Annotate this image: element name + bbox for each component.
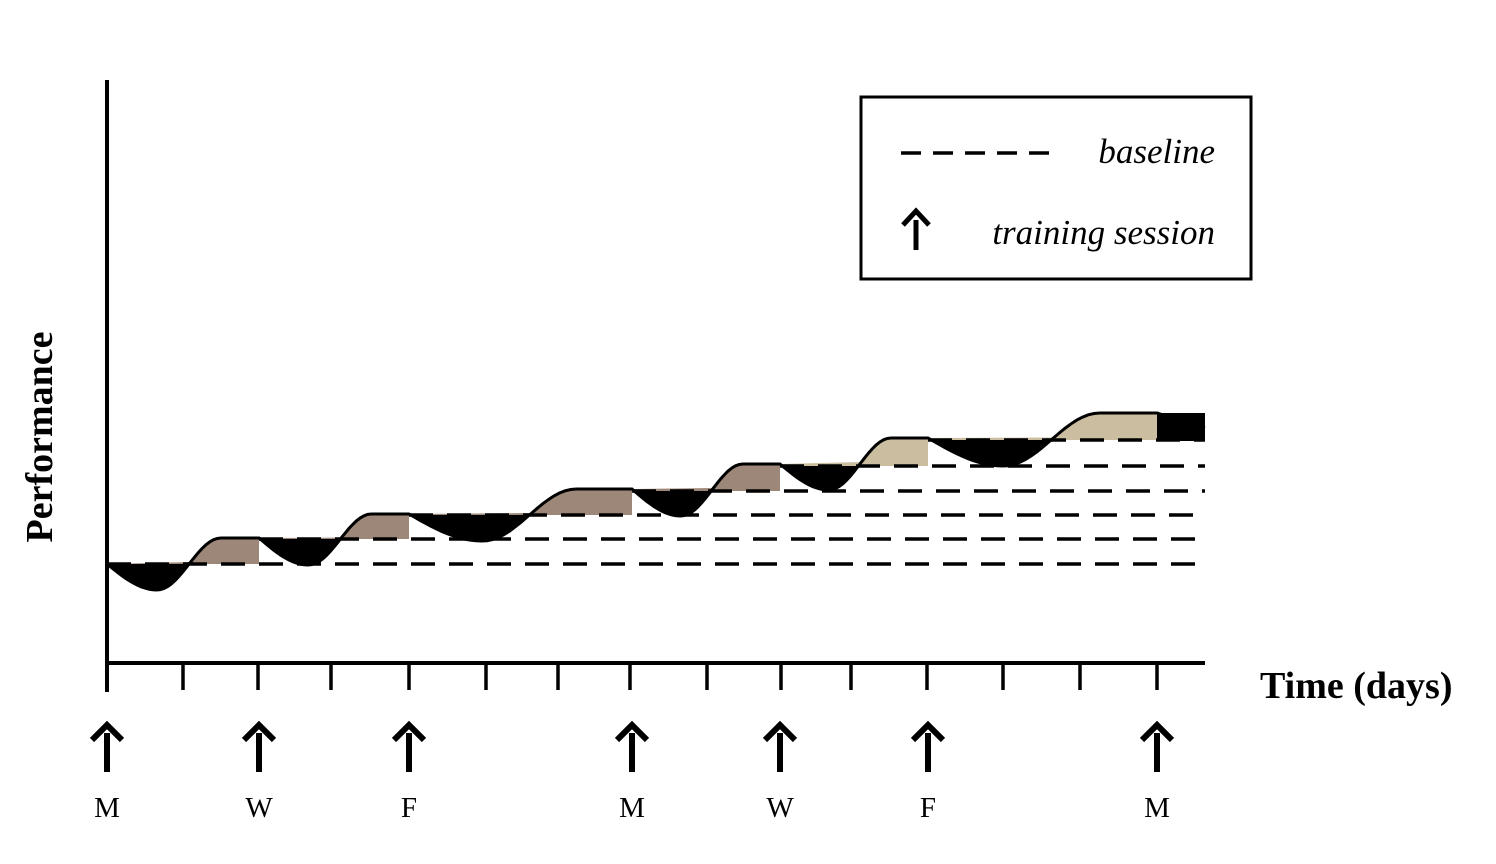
day-label: M: [94, 792, 120, 824]
legend: baseline training session: [859, 95, 1253, 281]
fatigue-area: [783, 466, 858, 490]
training-session-arrow-up-icon: [89, 720, 125, 772]
performance-curve: [106, 411, 1206, 592]
supercompensation-area: [928, 413, 1157, 440]
training-session-arrow-up-icon: [762, 720, 798, 772]
supercompensation-area: [780, 438, 928, 466]
fatigue-area: [107, 564, 187, 590]
training-session-arrow-up-icon: [391, 720, 427, 772]
supercompensation-area: [409, 489, 632, 515]
day-label: W: [766, 792, 794, 824]
day-label: M: [1144, 792, 1170, 824]
training-session-arrow-up-icon: [1139, 720, 1175, 772]
day-label: F: [401, 792, 417, 824]
fatigue-area: [635, 491, 710, 516]
x-axis-label: Time (days): [1260, 665, 1452, 707]
legend-label-training-session: training session: [992, 213, 1215, 252]
supercompensation-area: [259, 514, 409, 539]
day-label: F: [920, 792, 936, 824]
baseline-lines: [107, 438, 1205, 566]
legend-arrow-up-icon: [901, 207, 931, 250]
fatigue-area: [414, 515, 527, 541]
day-label: W: [245, 792, 273, 824]
day-label: M: [619, 792, 645, 824]
y-axis-label: Performance: [19, 332, 61, 543]
training-session-arrow-up-icon: [910, 720, 946, 772]
axes: [105, 80, 1205, 692]
supercompensation-area: [632, 464, 780, 491]
fatigue-area: [262, 539, 338, 565]
legend-box: [859, 95, 1253, 281]
performance-fills: [107, 413, 1205, 590]
fatigue-area: [933, 440, 1049, 466]
supercompensation-area: [107, 538, 259, 564]
training-session-arrow-up-icon: [241, 720, 277, 772]
training-session-arrow-up-icon: [614, 720, 650, 772]
legend-label-baseline: baseline: [1098, 132, 1215, 171]
x-axis-ticks: [105, 663, 1159, 692]
